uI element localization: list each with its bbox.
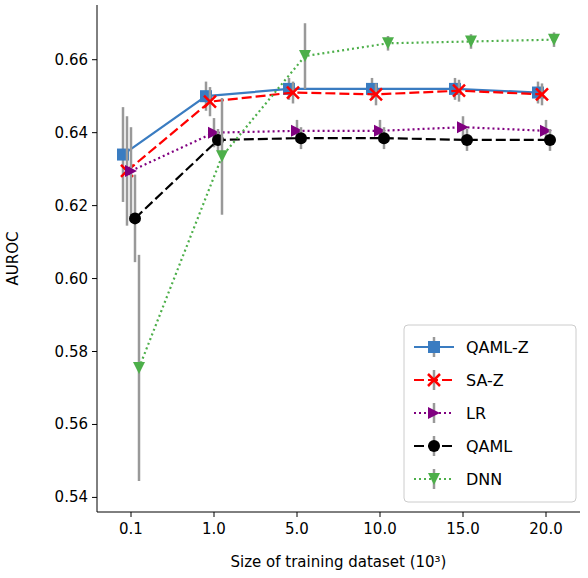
chart: 0.54 0.56 0.58 0.60 0.62 0.64 0.66 0.1 1.0 5.0 10.… <box>0 0 588 578</box>
legend-marker <box>428 341 440 353</box>
y-tick-label: 0.60 <box>55 270 88 288</box>
x-axis-label: Size of training dataset (10³) <box>231 553 447 571</box>
marker <box>370 88 382 100</box>
y-tick-label: 0.62 <box>55 197 88 215</box>
y-tick <box>92 59 97 60</box>
x-axis <box>97 512 580 513</box>
legend-marker <box>428 440 440 452</box>
y-tick-label: 0.56 <box>55 415 88 433</box>
legend-marker <box>428 374 440 386</box>
legend-label: SA-Z <box>466 371 504 390</box>
x-tick <box>214 512 215 517</box>
series <box>129 127 556 262</box>
x-tick-label: 1.0 <box>202 520 226 538</box>
marker <box>204 96 216 108</box>
marker <box>544 134 556 146</box>
legend-item: QAML-Z <box>414 337 529 357</box>
series <box>117 78 544 202</box>
legend-marker <box>428 407 440 419</box>
marker <box>453 85 465 97</box>
y-tick <box>92 205 97 206</box>
x-tick <box>131 512 132 517</box>
legend-item: QAML <box>414 436 512 456</box>
y-tick-label: 0.64 <box>55 124 88 142</box>
marker <box>548 34 560 46</box>
marker <box>216 150 228 162</box>
legend-label: QAML-Z <box>466 338 529 357</box>
y-tick <box>92 132 97 133</box>
marker <box>382 37 394 49</box>
legend-item: LR <box>414 403 486 423</box>
y-tick-label: 0.58 <box>55 343 88 361</box>
x-tick-label: 0.1 <box>119 520 143 538</box>
y-tick-label: 0.54 <box>55 488 88 506</box>
legend-box <box>404 325 576 502</box>
x-tick-label: 5.0 <box>285 520 309 538</box>
x-tick <box>297 512 298 517</box>
y-tick <box>92 351 97 352</box>
legend-label: DNN <box>466 470 502 489</box>
y-tick <box>92 424 97 425</box>
legend-item: DNN <box>414 469 502 489</box>
marker <box>465 35 477 47</box>
line <box>139 40 554 368</box>
marker <box>299 50 311 62</box>
y-tick <box>92 497 97 498</box>
y-axis-label: AUROC <box>4 232 22 286</box>
y-tick <box>92 278 97 279</box>
series <box>121 80 548 226</box>
marker <box>287 87 299 99</box>
legend-marker <box>428 473 440 485</box>
x-tick <box>380 512 381 517</box>
marker <box>295 132 307 144</box>
marker <box>536 88 548 100</box>
legend-item: SA-Z <box>414 370 504 390</box>
marker <box>133 362 145 374</box>
legend: QAML-Z SA-Z LR QAML DNN <box>404 325 576 502</box>
x-tick <box>463 512 464 517</box>
y-tick-label: 0.66 <box>55 51 88 69</box>
marker <box>129 212 141 224</box>
legend-label: QAML <box>466 437 512 456</box>
x-tick-label: 15.0 <box>446 520 479 538</box>
legend-label: LR <box>466 404 486 423</box>
line <box>135 138 550 218</box>
x-tick-label: 20.0 <box>529 520 562 538</box>
marker <box>378 132 390 144</box>
y-axis <box>97 5 98 512</box>
marker <box>461 134 473 146</box>
series <box>125 116 552 214</box>
x-tick-label: 10.0 <box>363 520 396 538</box>
x-tick <box>546 512 547 517</box>
